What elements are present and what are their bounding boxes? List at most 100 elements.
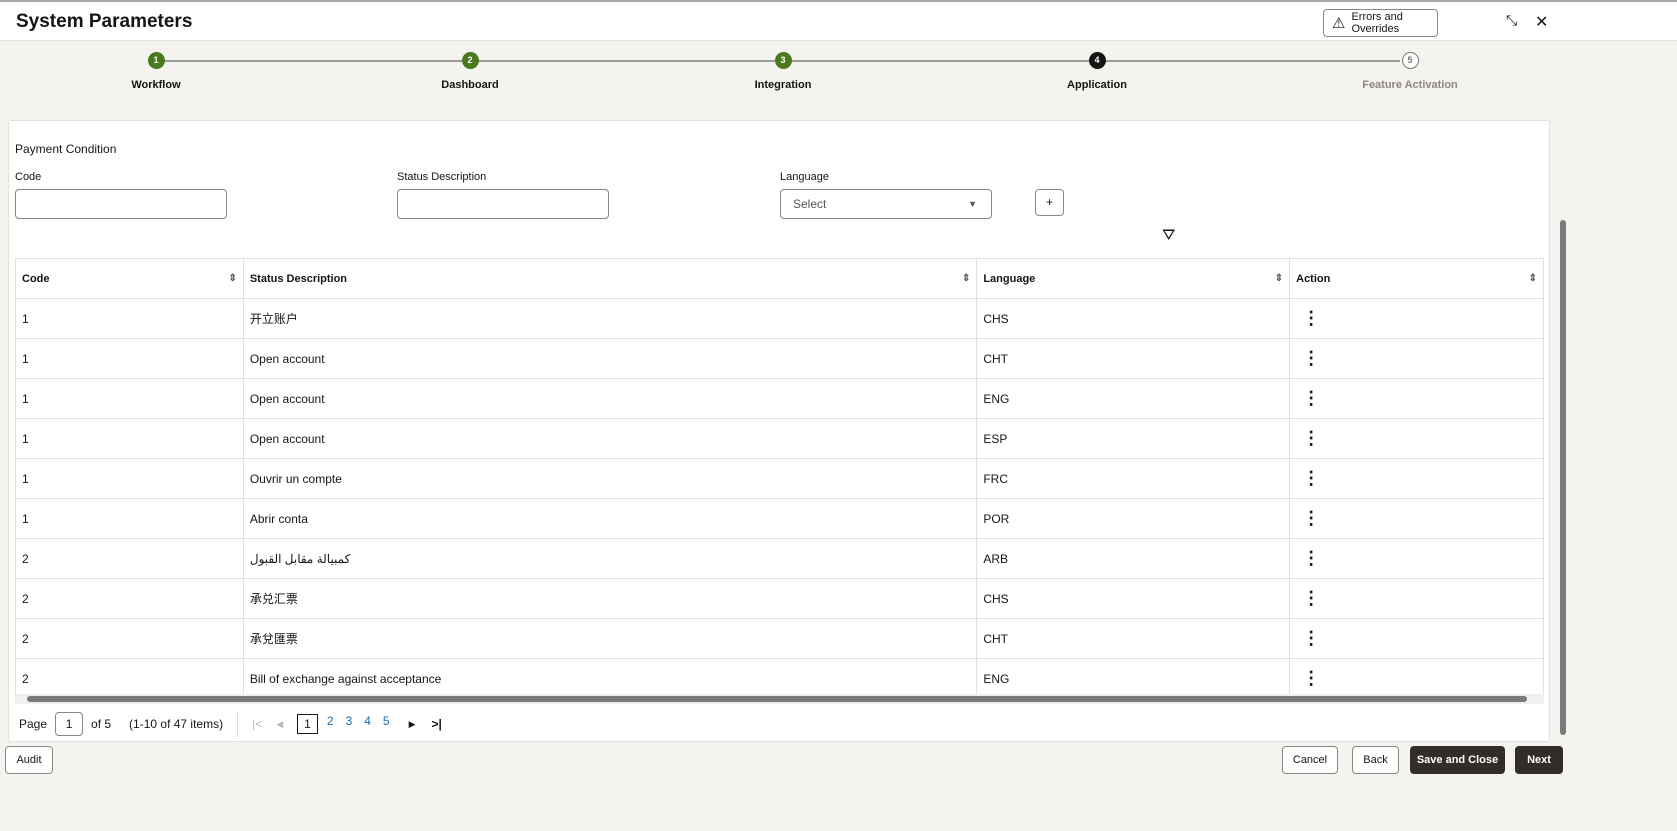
prev-page-icon[interactable]: ◀	[276, 718, 284, 729]
step-connector	[791, 60, 1089, 62]
next-page-icon[interactable]: ▶	[408, 718, 416, 729]
more-actions-icon[interactable]: ⋮	[1302, 588, 1321, 608]
page-title: System Parameters	[16, 11, 193, 32]
page-link[interactable]: 5	[382, 714, 390, 728]
more-actions-icon[interactable]: ⋮	[1302, 508, 1321, 528]
language-cell: ARB	[976, 538, 1291, 579]
next-button[interactable]: Next	[1515, 746, 1563, 774]
warning-icon: ⚠	[1332, 15, 1346, 32]
language-cell: FRC	[976, 458, 1291, 499]
back-button[interactable]: Back	[1352, 746, 1399, 774]
description-cell: كمبيالة مقابل القبول	[242, 538, 978, 579]
language-cell: CHS	[976, 298, 1291, 339]
language-cell: CHS	[976, 578, 1291, 619]
code-label: Code	[15, 171, 42, 183]
sort-icon[interactable]: ⇕	[228, 272, 237, 284]
more-actions-icon[interactable]: ⋮	[1302, 668, 1321, 688]
description-cell: 承兌匯票	[242, 618, 978, 659]
description-cell: Open account	[242, 418, 978, 459]
language-cell: ENG	[976, 378, 1291, 419]
table-row: 1 Abrir conta POR ⋮	[15, 498, 1544, 539]
step-label: Dashboard	[441, 79, 499, 91]
close-icon[interactable]: ✕	[1535, 14, 1549, 31]
description-cell: Bill of exchange against acceptance	[242, 658, 978, 699]
code-cell: 1	[15, 458, 244, 499]
page-label: Page	[19, 717, 48, 731]
language-placeholder: Select	[793, 197, 827, 211]
step-integration[interactable]: 3 Integration	[683, 52, 883, 91]
code-cell: 2	[15, 538, 244, 579]
vertical-scrollbar[interactable]	[1558, 100, 1568, 745]
column-header[interactable]: Status Description ⇕	[242, 258, 978, 299]
more-actions-icon[interactable]: ⋮	[1302, 348, 1321, 368]
more-actions-icon[interactable]: ⋮	[1302, 308, 1321, 328]
first-page-icon[interactable]: |<	[252, 717, 263, 731]
horizontal-scrollbar[interactable]	[15, 694, 1544, 704]
last-page-icon[interactable]: >|	[431, 717, 442, 731]
minimize-icon[interactable]: ⤡	[1506, 12, 1518, 28]
status-description-label: Status Description	[397, 171, 487, 183]
description-cell: Open account	[242, 338, 978, 379]
description-cell: Ouvrir un compte	[242, 458, 978, 499]
language-cell: POR	[976, 498, 1291, 539]
code-cell: 1	[15, 498, 244, 539]
step-workflow[interactable]: 1 Workflow	[56, 52, 256, 91]
sort-icon[interactable]: ⇕	[1274, 272, 1284, 284]
save-and-close-button[interactable]: Save and Close	[1410, 746, 1505, 774]
more-actions-icon[interactable]: ⋮	[1302, 468, 1321, 488]
table-row: 2 承兌匯票 CHT ⋮	[15, 618, 1544, 659]
step-feature-activation[interactable]: 5 Feature Activation	[1310, 52, 1510, 91]
step-dashboard[interactable]: 2 Dashboard	[370, 52, 570, 91]
column-header[interactable]: Code ⇕	[15, 258, 244, 299]
status-description-input[interactable]	[397, 189, 609, 219]
add-button[interactable]: +	[1035, 189, 1064, 216]
page-link[interactable]: 3	[345, 714, 353, 728]
code-cell: 1	[15, 378, 244, 419]
more-actions-icon[interactable]: ⋮	[1302, 548, 1321, 568]
column-label: Status Description	[249, 272, 348, 285]
table-row: 2 承兑汇票 CHS ⋮	[15, 578, 1544, 619]
sort-icon[interactable]: ⇕	[1528, 272, 1537, 284]
language-select[interactable]: Select ▼	[780, 189, 992, 219]
step-label: Feature Activation	[1362, 79, 1458, 91]
errors-and-overrides-button[interactable]: ⚠ Errors and Overrides	[1323, 9, 1438, 37]
step-connector	[164, 60, 462, 62]
table-row: 1 Open account ESP ⋮	[15, 418, 1544, 459]
more-actions-icon[interactable]: ⋮	[1302, 628, 1321, 648]
page-link[interactable]: 2	[326, 714, 334, 728]
filter-icon[interactable]: ⛛	[1162, 227, 1176, 244]
step-application[interactable]: 4 Application	[997, 52, 1197, 91]
cancel-button[interactable]: Cancel	[1282, 746, 1338, 774]
more-actions-icon[interactable]: ⋮	[1302, 388, 1321, 408]
column-header[interactable]: Action ⇕	[1289, 258, 1544, 299]
code-cell: 2	[15, 658, 244, 699]
table-row: 2 Bill of exchange against acceptance ENG ⋮	[15, 658, 1544, 699]
description-cell: 承兑汇票	[242, 578, 978, 619]
step-number: 3	[774, 52, 792, 69]
audit-button[interactable]: Audit	[5, 746, 53, 774]
code-cell: 1	[15, 298, 244, 339]
language-cell: ENG	[976, 658, 1291, 699]
errors-label: Errors and Overrides	[1351, 11, 1403, 35]
column-header[interactable]: Language ⇕	[976, 258, 1291, 299]
step-number: 4	[1088, 52, 1106, 69]
step-label: Integration	[754, 79, 812, 91]
payment-condition-panel: Payment Condition Code Status Descriptio…	[8, 120, 1550, 742]
page-link[interactable]: 4	[364, 714, 371, 728]
header: System Parameters ⚠ Errors and Overrides …	[0, 0, 1677, 41]
description-cell: Abrir conta	[242, 498, 978, 539]
column-label: Code	[22, 272, 50, 285]
language-cell: CHT	[976, 618, 1291, 659]
language-cell: CHT	[976, 338, 1291, 379]
sort-icon[interactable]: ⇕	[961, 272, 971, 284]
page-link[interactable]: 1	[297, 714, 318, 734]
code-input[interactable]	[15, 189, 227, 219]
table-row: 1 Open account ENG ⋮	[15, 378, 1544, 419]
page-input[interactable]: 1	[55, 712, 84, 736]
code-cell: 2	[15, 618, 244, 659]
description-cell: 开立账户	[242, 298, 978, 339]
items-range: (1-10 of 47 items)	[129, 717, 224, 731]
table-row: 1 Open account CHT ⋮	[15, 338, 1544, 379]
more-actions-icon[interactable]: ⋮	[1302, 428, 1321, 448]
